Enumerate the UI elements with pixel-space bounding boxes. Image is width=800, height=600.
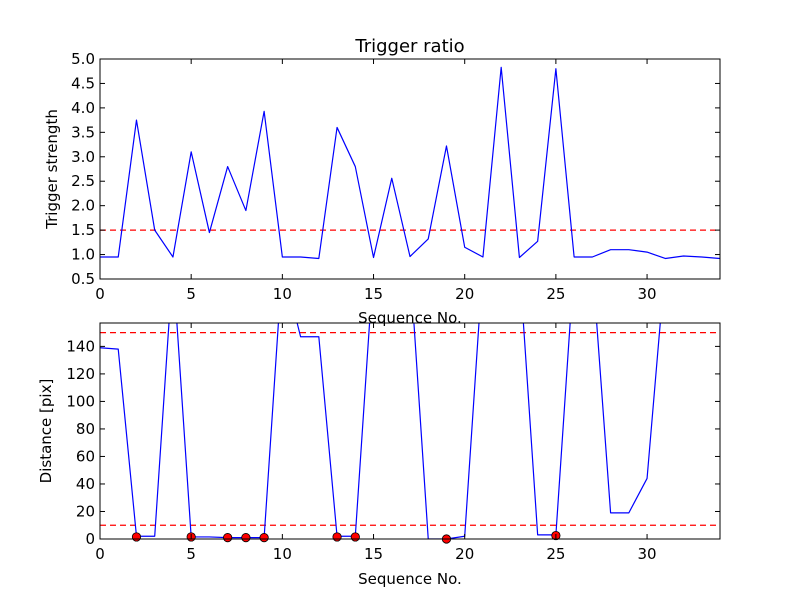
- plot-frame: [99, 322, 721, 540]
- x-tick-label: 15: [364, 545, 383, 563]
- x-tick-label: 30: [638, 545, 657, 563]
- data-point-marker: [131, 532, 142, 542]
- data-point-marker: [223, 533, 233, 543]
- x-tick-label: 0: [95, 545, 105, 563]
- y-tick-label: 5.0: [71, 50, 95, 68]
- y-axis-label: Distance [pix]: [37, 379, 55, 484]
- y-tick-label: 2.0: [71, 197, 95, 215]
- data-point-marker: [259, 533, 269, 543]
- y-tick-label: 1.5: [71, 221, 95, 239]
- x-tick-label: 10: [273, 285, 292, 303]
- y-tick-label: 3.5: [71, 123, 95, 141]
- y-tick-label: 0: [85, 530, 95, 548]
- y-tick-label: 100: [66, 392, 95, 410]
- y-tick-label: 60: [76, 447, 95, 465]
- x-tick-label: 20: [455, 285, 474, 303]
- y-tick-label: 4.0: [71, 99, 95, 117]
- x-tick-label: 15: [364, 285, 383, 303]
- y-tick-label: 140: [66, 337, 95, 355]
- y-tick-label: 20: [76, 502, 95, 520]
- y-tick-label: 80: [76, 420, 95, 438]
- y-tick-label: 120: [66, 365, 95, 383]
- y-tick-label: 40: [76, 475, 95, 493]
- y-tick-label: 0.5: [71, 270, 95, 288]
- chart-title: Trigger ratio: [354, 36, 464, 57]
- x-axis-label: Sequence No.: [358, 570, 462, 588]
- plot-frame: [99, 58, 721, 280]
- x-tick-label: 10: [273, 545, 292, 563]
- x-tick-label: 25: [546, 285, 565, 303]
- x-tick-label: 25: [546, 545, 565, 563]
- distance-chart: Sequence No. Distance [pix] 0 5 10 15 20 25 30…: [37, 322, 721, 588]
- y-tick-label: 1.0: [71, 246, 95, 264]
- x-tick-label: 0: [95, 285, 105, 303]
- y-tick-label: 2.5: [71, 172, 95, 190]
- y-axis-label: Trigger strength: [43, 109, 61, 230]
- trigger-ratio-chart: Trigger ratio Sequence No. Trigger stren…: [43, 36, 721, 327]
- x-tick-label: 5: [186, 545, 196, 563]
- x-tick-label: 30: [638, 285, 657, 303]
- y-tick-label: 3.0: [71, 148, 95, 166]
- series-line: [100, 66, 720, 260]
- data-point-marker: [332, 532, 342, 542]
- y-tick-label: 4.5: [71, 74, 95, 92]
- data-point-marker: [350, 532, 360, 542]
- x-tick-label: 5: [186, 285, 196, 303]
- data-point-marker: [241, 533, 251, 543]
- series-line: [100, 323, 661, 539]
- x-tick-label: 20: [455, 545, 474, 563]
